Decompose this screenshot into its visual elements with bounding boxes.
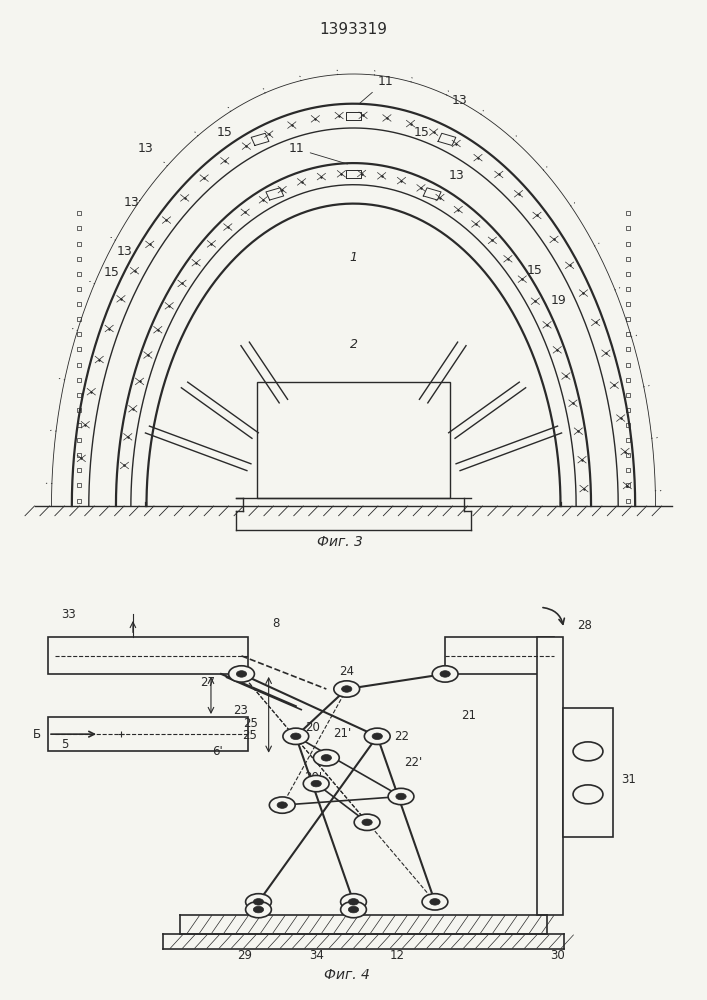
Circle shape (253, 899, 264, 905)
Circle shape (396, 793, 406, 800)
Bar (48, 717, 248, 751)
Circle shape (291, 733, 301, 740)
Circle shape (430, 899, 440, 905)
Bar (445, 637, 554, 674)
Text: 1393319: 1393319 (320, 21, 387, 36)
Text: 12: 12 (390, 949, 405, 962)
Text: 15: 15 (414, 126, 429, 139)
Text: 11: 11 (359, 75, 393, 104)
Text: 15: 15 (103, 266, 119, 279)
Text: Б: Б (33, 728, 41, 741)
Circle shape (372, 733, 382, 740)
Text: 2: 2 (349, 338, 358, 351)
Text: 6': 6' (212, 745, 223, 758)
Text: 22': 22' (404, 756, 423, 769)
Text: 27: 27 (200, 676, 215, 689)
Circle shape (349, 906, 358, 913)
Text: 29: 29 (238, 949, 252, 962)
Text: 8: 8 (271, 617, 279, 630)
Circle shape (341, 894, 366, 910)
Bar (257, 382, 450, 498)
Text: 33: 33 (61, 608, 76, 621)
Text: 21': 21' (333, 727, 351, 740)
Text: 24: 24 (339, 665, 354, 678)
Text: 19: 19 (550, 294, 566, 306)
Circle shape (253, 906, 264, 913)
Text: 1: 1 (349, 251, 358, 264)
Text: 15: 15 (216, 126, 233, 139)
Text: Фиг. 3: Фиг. 3 (317, 536, 363, 550)
Bar (563, 708, 614, 837)
Circle shape (277, 802, 287, 808)
Text: 31: 31 (621, 773, 636, 786)
Circle shape (245, 901, 271, 918)
Circle shape (245, 894, 271, 910)
Circle shape (341, 686, 352, 692)
Text: 22: 22 (395, 730, 409, 743)
Text: 25: 25 (243, 729, 257, 742)
Text: 21: 21 (462, 709, 477, 722)
Circle shape (303, 775, 329, 792)
Circle shape (354, 814, 380, 830)
Text: 25: 25 (244, 717, 259, 730)
Text: 11: 11 (289, 142, 347, 164)
Circle shape (349, 899, 358, 905)
Text: 13: 13 (124, 196, 140, 209)
Circle shape (334, 681, 360, 697)
Text: 15: 15 (527, 264, 542, 277)
Text: 13: 13 (138, 142, 153, 155)
Circle shape (228, 666, 255, 682)
Circle shape (364, 728, 390, 744)
Circle shape (269, 797, 295, 813)
Text: 20': 20' (304, 771, 322, 784)
Text: 30: 30 (550, 949, 564, 962)
Circle shape (313, 750, 339, 766)
Circle shape (388, 788, 414, 805)
Circle shape (283, 728, 309, 744)
Circle shape (321, 755, 332, 761)
Text: 34: 34 (309, 949, 324, 962)
Circle shape (311, 780, 321, 787)
Text: 28: 28 (577, 619, 592, 632)
Circle shape (362, 819, 372, 826)
Text: 23: 23 (233, 704, 248, 717)
Circle shape (422, 894, 448, 910)
Text: 20: 20 (305, 721, 320, 734)
Text: Фиг. 4: Фиг. 4 (324, 968, 370, 982)
Circle shape (432, 666, 458, 682)
Circle shape (440, 671, 450, 677)
Bar (537, 637, 563, 915)
Text: 13: 13 (452, 94, 467, 107)
Circle shape (236, 671, 247, 677)
Text: 13: 13 (448, 169, 464, 182)
Bar (48, 637, 248, 674)
Circle shape (341, 901, 366, 918)
Text: 13: 13 (117, 245, 133, 258)
Text: 5: 5 (61, 738, 69, 751)
